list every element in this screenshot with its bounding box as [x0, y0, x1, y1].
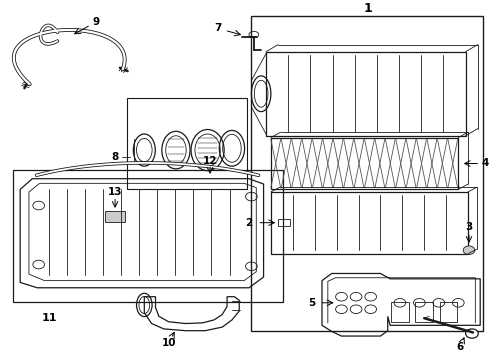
Bar	[127, 98, 246, 189]
Text: 5: 5	[309, 298, 316, 308]
Text: 7: 7	[215, 23, 222, 33]
Bar	[13, 170, 283, 302]
Bar	[251, 16, 483, 331]
Text: 10: 10	[161, 338, 176, 348]
Bar	[440, 302, 457, 322]
Circle shape	[463, 246, 475, 255]
Bar	[391, 302, 409, 322]
Text: 1: 1	[364, 2, 372, 15]
Text: 11: 11	[42, 313, 57, 323]
Text: 12: 12	[203, 156, 217, 166]
Text: 4: 4	[481, 158, 489, 168]
Circle shape	[466, 329, 478, 338]
Text: 2: 2	[245, 218, 253, 228]
Text: 9: 9	[93, 17, 99, 27]
Bar	[105, 211, 125, 222]
Bar	[416, 302, 433, 322]
Text: 8: 8	[111, 152, 119, 162]
Bar	[278, 219, 290, 226]
Text: 13: 13	[108, 187, 122, 197]
Text: 3: 3	[466, 222, 473, 232]
Text: 6: 6	[457, 342, 464, 352]
